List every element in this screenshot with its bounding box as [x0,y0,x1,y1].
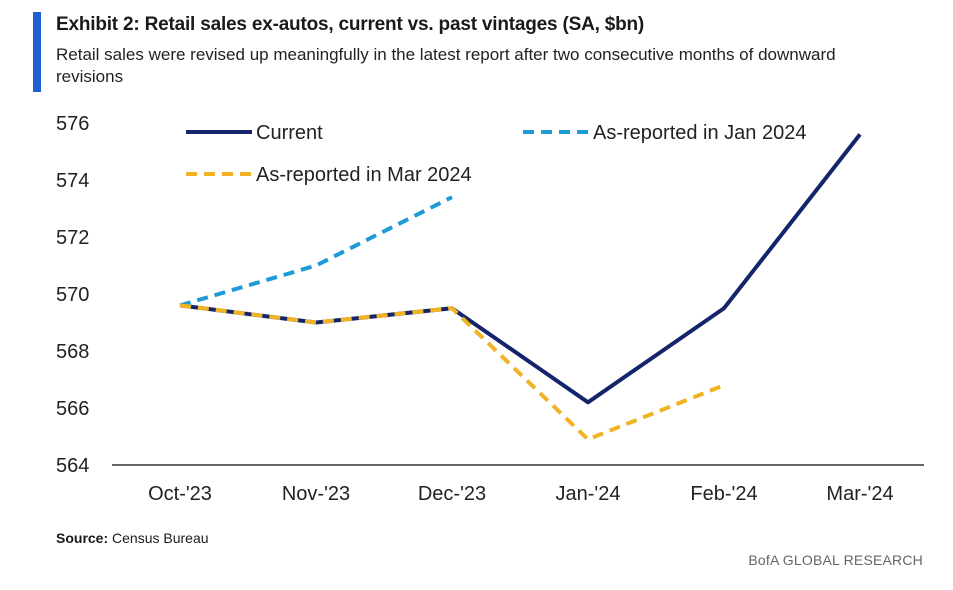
x-tick-label: Jan-'24 [556,483,621,505]
chart-title: Exhibit 2: Retail sales ex-autos, curren… [56,14,645,35]
legend-label-1: Current [256,122,323,144]
y-tick-label: 576 [56,113,89,135]
y-axis-ticks: 564 566 568 570 572 574 576 [56,113,89,477]
y-tick-label: 574 [56,170,89,192]
y-tick-label: 566 [56,398,89,420]
x-tick-label: Dec-'23 [418,483,486,505]
legend: Current As-reported in Jan 2024 As-reporte… [186,122,806,186]
x-tick-label: Mar-'24 [826,483,893,505]
y-tick-label: 572 [56,227,89,249]
y-tick-label: 570 [56,284,89,306]
series-layer [179,133,862,442]
x-tick-label: Feb-'24 [690,483,757,505]
series-line-3 [179,303,725,442]
source-text: Census Bureau [112,530,209,546]
y-tick-label: 568 [56,341,89,363]
x-tick-label: Nov-'23 [282,483,350,505]
legend-label-3: As-reported in Mar 2024 [256,164,472,186]
legend-label-2: As-reported in Jan 2024 [593,122,806,144]
source-note: Source: Census Bureau [56,530,209,546]
series-line-2 [179,195,453,308]
y-tick-label: 564 [56,455,89,477]
x-tick-label: Oct-'23 [148,483,212,505]
source-label: Source: [56,530,109,546]
brand-label: BofA GLOBAL RESEARCH [748,552,923,568]
accent-bar [33,12,41,92]
chart-subtitle: Retail sales were revised up meaningfull… [56,45,836,86]
x-axis-ticks: Oct-'23 Nov-'23 Dec-'23 Jan-'24 Feb-'24 Mar-'… [148,483,894,505]
